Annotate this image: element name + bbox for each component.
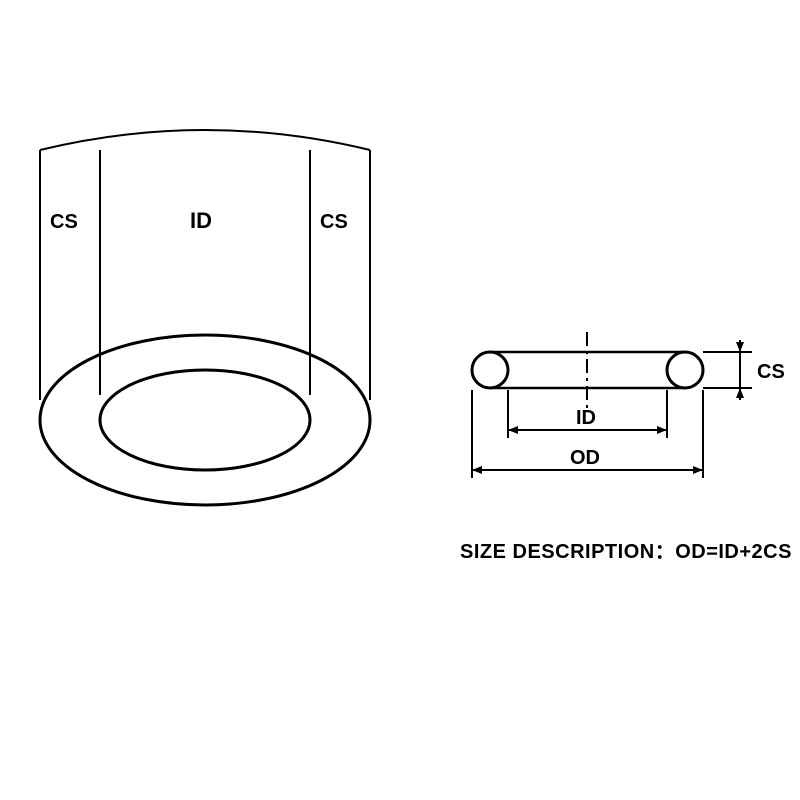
- cs-label-left: CS: [50, 211, 78, 233]
- id-arrow-right: [657, 426, 667, 434]
- od-arrow-left: [472, 466, 482, 474]
- inner-ellipse: [100, 370, 310, 470]
- cs-arrow-bottom: [736, 388, 744, 398]
- top-arc: [40, 130, 370, 150]
- cs-arrow-top: [736, 342, 744, 352]
- id-arrow-left: [508, 426, 518, 434]
- outer-ellipse: [40, 335, 370, 505]
- oring-diagram: CS ID CS ID OD CS SIZ: [0, 0, 800, 800]
- cs-label-right: CS: [320, 211, 348, 233]
- perspective-view: CS ID CS: [40, 130, 370, 505]
- od-arrow-right: [693, 466, 703, 474]
- id-label-section: ID: [576, 407, 596, 429]
- cs-circle-left: [472, 352, 508, 388]
- cross-section-view: ID OD CS: [472, 332, 785, 478]
- od-label: OD: [570, 447, 600, 469]
- id-label-top: ID: [190, 208, 212, 233]
- cs-circle-right: [667, 352, 703, 388]
- cs-label-section: CS: [757, 361, 785, 383]
- size-description-text: SIZE DESCRIPTION：OD=ID+2CS: [460, 541, 792, 563]
